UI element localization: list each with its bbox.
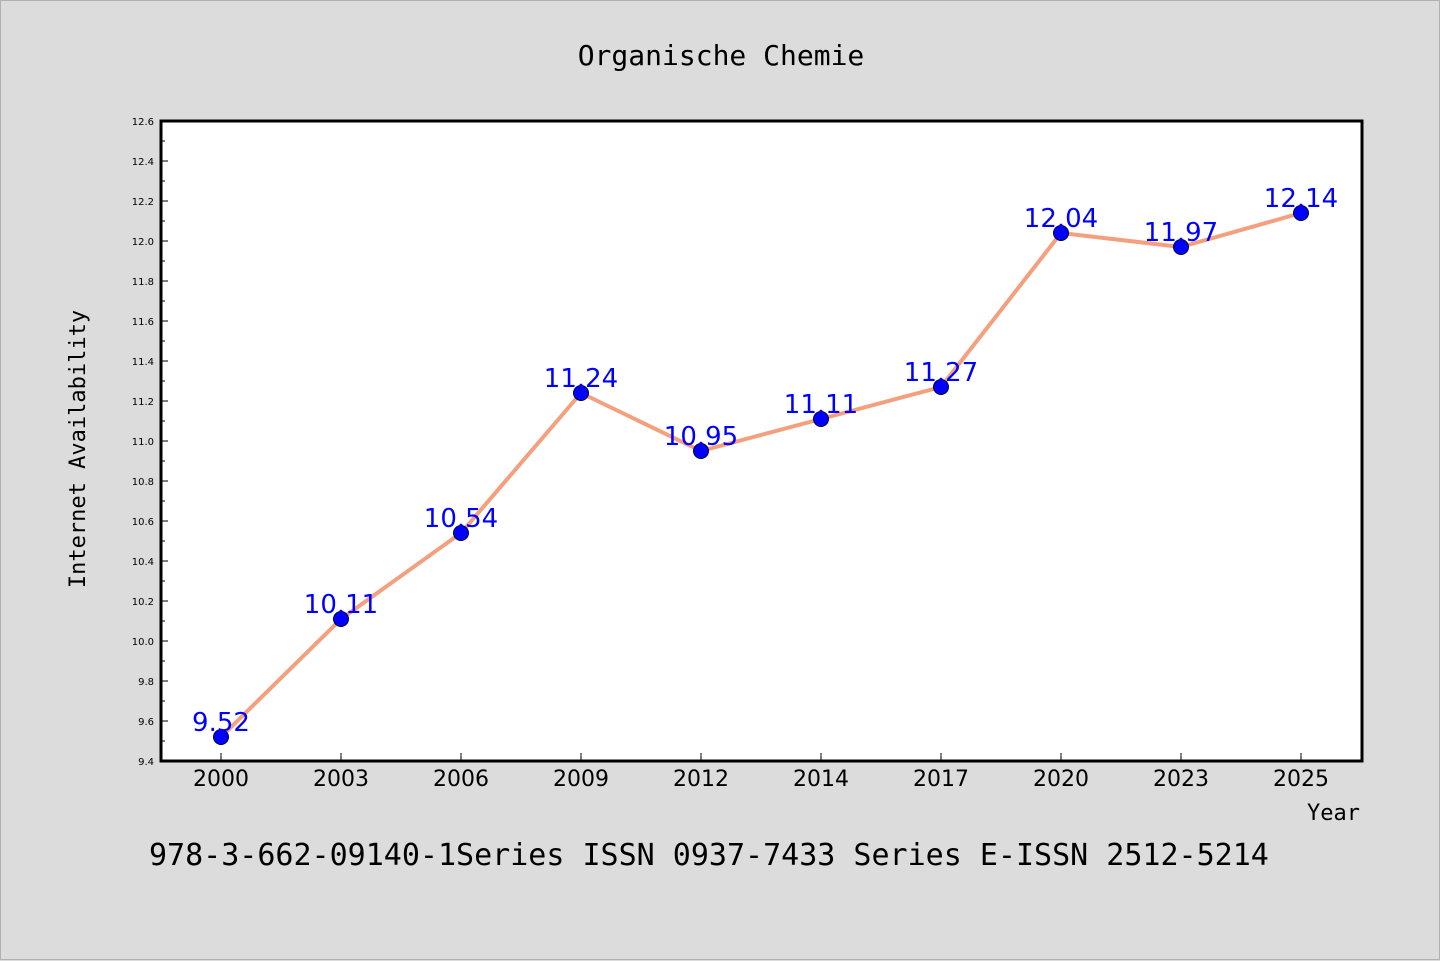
footer-isbn-text: 978-3-662-09140-1Series ISSN 0937-7433 S… [149,838,1269,873]
data-point [1173,239,1189,255]
data-label: 11.24 [544,364,618,394]
y-tick-label: 10.6 [132,517,154,528]
y-tick-label: 10.8 [132,477,154,488]
x-axis: 2000 2003 2006 2009 2012 2014 2017 2020 2023 2025 [193,753,1329,792]
y-tick-label: 11.0 [132,437,154,448]
series-layer: 9.52 10.11 10.54 11.24 10.95 11.11 11.27 12.04 1… [192,184,1338,745]
y-tick-label: 9.4 [138,757,154,768]
data-point [693,443,709,459]
data-label: 12.04 [1024,204,1098,234]
y-tick-label: 10.4 [132,557,154,568]
data-point [213,729,229,745]
x-axis-label: Year [1307,801,1360,826]
data-label: 10.11 [304,590,378,620]
data-point [1053,225,1069,241]
data-label: 12.14 [1264,184,1338,214]
chart-title: Organische Chemie [578,39,865,72]
y-tick-label: 11.2 [132,397,154,408]
x-tick-label: 2003 [313,767,369,792]
y-tick-label: 11.6 [132,317,154,328]
x-tick-label: 2009 [553,767,609,792]
y-tick-label: 9.8 [138,677,154,688]
x-tick-label: 2017 [913,767,969,792]
y-tick-label: 9.6 [138,717,154,728]
data-point [333,611,349,627]
data-point [453,525,469,541]
y-tick-label: 11.4 [132,357,154,368]
data-point [933,379,949,395]
y-tick-label: 10.2 [132,597,154,608]
data-label: 10.54 [424,504,498,534]
y-tick-label: 12.2 [132,197,154,208]
y-tick-label: 11.8 [132,277,154,288]
data-label: 11.97 [1144,218,1218,248]
plot-area [159,119,1364,763]
y-tick-label: 12.0 [132,237,154,248]
x-tick-label: 2012 [673,767,729,792]
x-tick-label: 2025 [1273,767,1329,792]
data-label: 9.52 [192,708,250,738]
x-tick-label: 2020 [1033,767,1089,792]
series-line [219,211,1303,739]
data-label: 10.95 [664,422,738,452]
x-tick-label: 2023 [1153,767,1209,792]
data-label: 11.27 [904,358,978,388]
data-point [1293,205,1309,221]
x-tick-label: 2000 [193,767,249,792]
x-tick-label: 2006 [433,767,489,792]
data-label: 11.11 [784,390,858,420]
x-tick-label: 2014 [793,767,849,792]
y-tick-label: 10.0 [132,637,154,648]
data-point [813,411,829,427]
data-point [573,385,589,401]
y-axis: 9.4 9.6 9.8 10.0 10.2 10.4 10.6 10.8 11.0 11.2 11.… [132,117,168,768]
y-axis-label: Internet Availability [66,310,91,588]
y-tick-label: 12.4 [132,157,154,168]
y-tick-label: 12.6 [132,117,154,128]
